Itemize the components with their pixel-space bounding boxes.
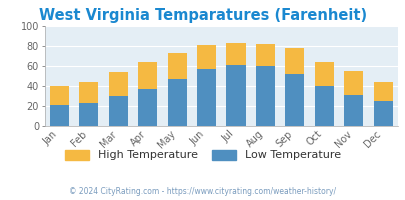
Bar: [138, 89, 157, 126]
Bar: [314, 86, 333, 126]
Bar: [343, 71, 362, 95]
Text: © 2024 CityRating.com - https://www.cityrating.com/weather-history/: © 2024 CityRating.com - https://www.city…: [69, 187, 336, 196]
Bar: [79, 103, 98, 126]
Bar: [196, 45, 215, 69]
Bar: [109, 96, 128, 126]
Bar: [285, 48, 304, 74]
Bar: [167, 53, 186, 79]
Bar: [138, 62, 157, 89]
Bar: [196, 69, 215, 126]
Bar: [79, 82, 98, 103]
Bar: [226, 65, 245, 126]
Bar: [314, 62, 333, 86]
Text: West Virginia Temparatures (Farenheit): West Virginia Temparatures (Farenheit): [39, 8, 366, 23]
Bar: [255, 66, 274, 126]
Bar: [50, 86, 69, 105]
Bar: [373, 101, 392, 126]
Bar: [109, 72, 128, 96]
Bar: [343, 95, 362, 126]
Bar: [373, 82, 392, 101]
Bar: [167, 79, 186, 126]
Bar: [50, 105, 69, 126]
Bar: [285, 74, 304, 126]
Bar: [226, 43, 245, 65]
Legend: High Temperature, Low Temperature: High Temperature, Low Temperature: [65, 150, 340, 160]
Bar: [255, 44, 274, 66]
